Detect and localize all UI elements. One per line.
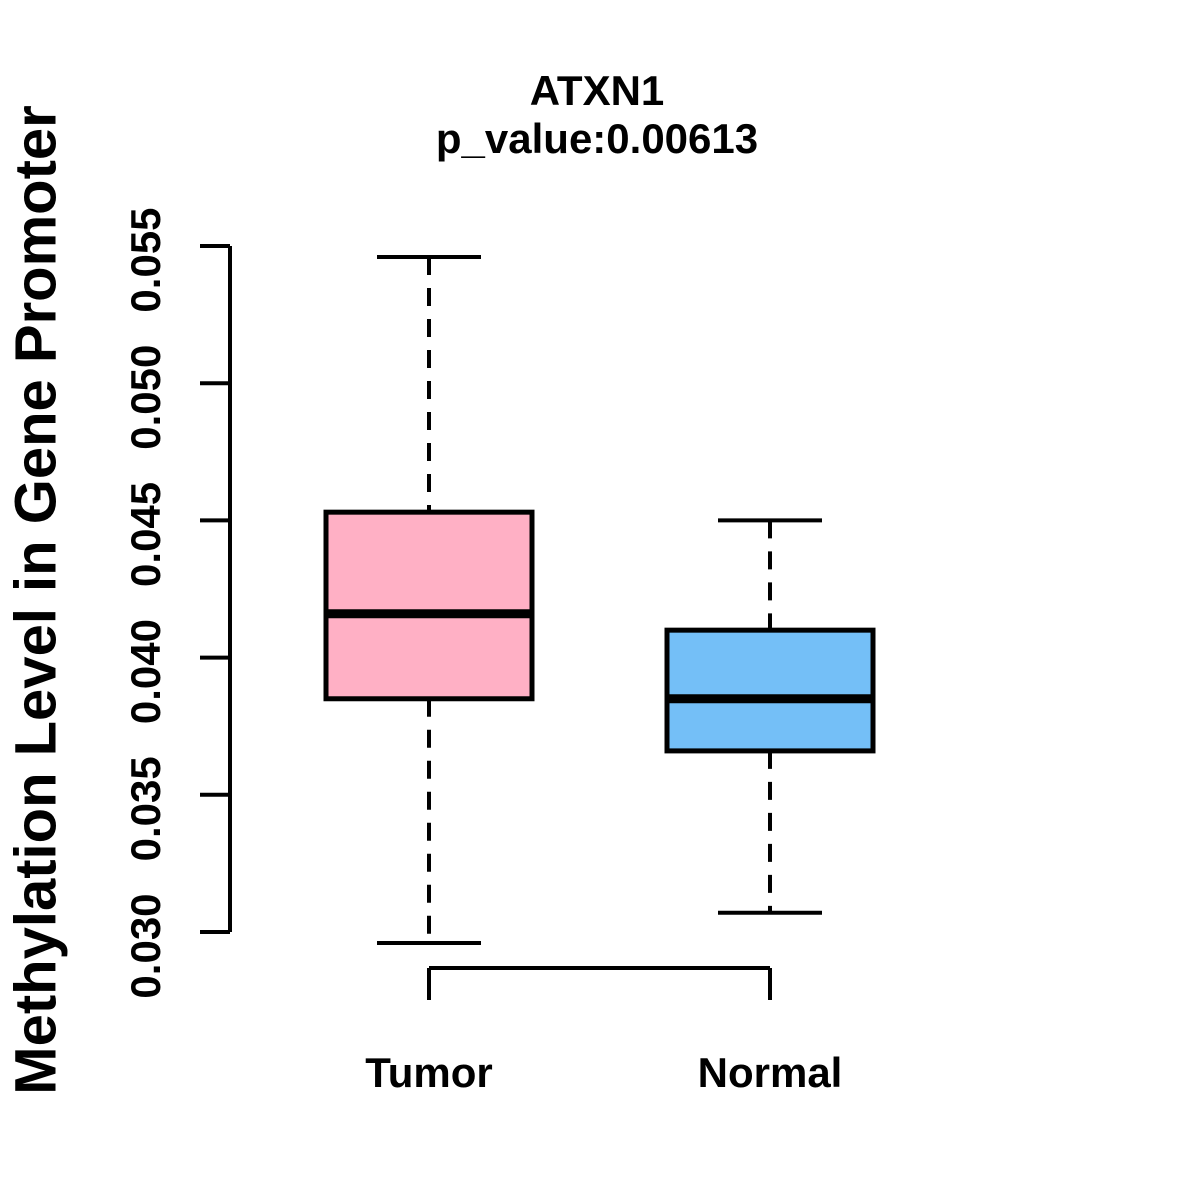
y-axis-tick-label: 0.030	[122, 893, 169, 998]
y-axis-tick-label: 0.045	[122, 482, 169, 587]
y-axis-tick-label: 0.050	[122, 345, 169, 450]
chart-title: ATXN1	[529, 67, 665, 114]
tumor-iqr-box	[323, 509, 535, 702]
chart-subtitle-pvalue: p_value:0.00613	[435, 115, 759, 162]
normal-iqr-box	[664, 627, 876, 754]
y-axis-tick-label: 0.055	[122, 207, 169, 312]
x-axis-group-label-tumor: Tumor	[365, 1049, 493, 1096]
y-axis-tick-label: 0.035	[122, 756, 169, 861]
x-axis-group-label-normal: Normal	[698, 1049, 843, 1096]
y-axis-tick-label: 0.040	[122, 619, 169, 724]
